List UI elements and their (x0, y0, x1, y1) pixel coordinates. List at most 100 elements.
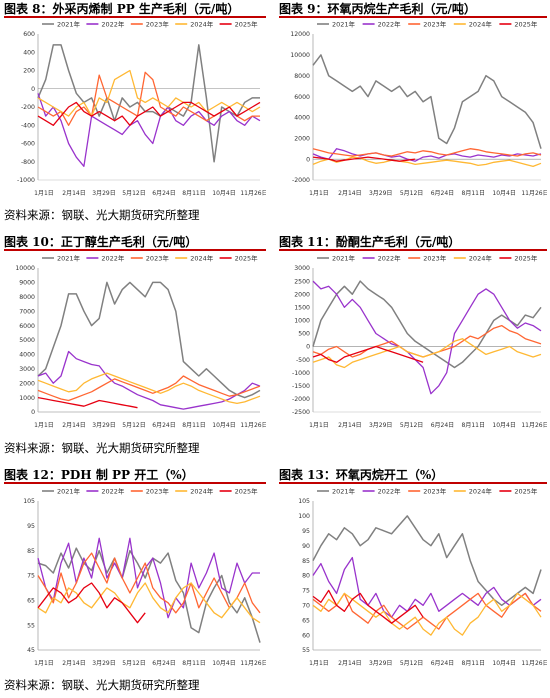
legend-label: 2023年 (146, 20, 170, 29)
legend-item: 2022年 (86, 487, 125, 496)
y-axis: -1000 -800 -600 -400 -200 0 200 400 600 (17, 31, 39, 184)
series-line-2021 (37, 547, 261, 643)
legend-label: 2023年 (423, 254, 447, 263)
series-line-2024 (37, 69, 261, 117)
y-tick-label: -2500 (292, 409, 310, 416)
y-axis: 45 55 65 75 85 95 105 (23, 498, 39, 654)
x-tick-label: 3月29日 (369, 660, 392, 667)
chart-5: 2021年 2022年 2023年 2024年 2025年 45 55 65 75 85 95 105… (23, 487, 266, 668)
x-tick-label: 10月4日 (212, 660, 235, 667)
x-tick-label: 10月4日 (492, 660, 515, 667)
y-tick-label: 2500 (294, 278, 310, 285)
x-tick-label: 2月14日 (338, 422, 361, 429)
x-tick-label: 2月14日 (62, 190, 85, 197)
legend-item: 2023年 (408, 20, 447, 29)
chart-title-5: 图表 12：PDH 制 PP 开工（%） (4, 468, 194, 482)
legend-item: 2025年 (499, 254, 538, 263)
legend-label: 2024年 (469, 254, 493, 263)
y-axis: -2500 -2000 -1500 -1000 -500 0 500 1000 1500 2000… (292, 265, 314, 416)
x-axis: 1月1日 2月14日 3月29日 5月12日 6月24日 8月11日 10月4日 11月26日 (34, 422, 266, 429)
legend-item: 2024年 (453, 487, 492, 496)
y-tick-label: 75 (27, 573, 35, 580)
legend: 2021年 2022年 2023年 2024年 2025年 (317, 487, 538, 496)
y-tick-label: 100 (298, 513, 310, 520)
x-tick-label: 6月24日 (431, 190, 454, 197)
x-tick-label: 3月29日 (92, 190, 115, 197)
legend-item: 2021年 (42, 487, 81, 496)
series-line-2025 (312, 589, 424, 624)
x-axis: 1月1日 2月14日 3月29日 5月12日 6月24日 8月11日 10月4日 11月26日 (309, 190, 547, 197)
x-tick-label: 5月12日 (122, 660, 145, 667)
x-tick-label: 6月24日 (431, 422, 454, 429)
title-rule (4, 482, 266, 484)
legend-label: 2025年 (514, 487, 538, 496)
y-tick-label: 75 (302, 588, 310, 595)
y-tick-label: -2000 (292, 177, 310, 184)
x-tick-label: 11月26日 (521, 422, 547, 429)
legend-item: 2025年 (219, 487, 259, 496)
legend-item: 2023年 (130, 254, 169, 263)
legend-label: 2021年 (332, 20, 356, 29)
x-tick-label: 2月14日 (338, 660, 361, 667)
y-tick-label: 6000 (19, 323, 35, 330)
x-tick-label: 1月1日 (309, 660, 329, 667)
y-tick-label: 0 (31, 86, 35, 93)
x-axis: 1月1日 2月14日 3月29日 5月12日 6月24日 8月11日 10月4日 11月26日 (34, 660, 266, 667)
legend-item: 2023年 (130, 20, 170, 29)
x-tick-label: 2月14日 (338, 190, 361, 197)
x-tick-label: 10月4日 (492, 422, 515, 429)
legend-item: 2025年 (219, 20, 259, 29)
series-line-2023 (312, 592, 542, 630)
x-tick-label: 6月24日 (152, 422, 175, 429)
y-tick-label: 2000 (294, 291, 310, 298)
legend-label: 2021年 (57, 487, 81, 496)
legend-label: 2025年 (514, 254, 538, 263)
legend-label: 2021年 (57, 20, 81, 29)
y-tick-label: 55 (302, 647, 310, 654)
y-tick-label: 60 (302, 632, 310, 639)
x-tick-label: 3月29日 (92, 660, 115, 667)
series-line-2022 (37, 537, 260, 619)
y-tick-label: 2000 (19, 380, 35, 387)
y-tick-label: 8000 (19, 294, 35, 301)
x-tick-label: 6月24日 (431, 660, 454, 667)
x-tick-label: 10月4日 (212, 422, 235, 429)
x-tick-label: 5月12日 (122, 422, 145, 429)
y-tick-label: 400 (23, 49, 35, 56)
x-tick-label: 8月11日 (182, 660, 205, 667)
x-tick-label: 1月1日 (34, 422, 54, 429)
series-line-2025 (312, 156, 416, 162)
chart-2: 2021年 2022年 2023年 2024年 2025年 -2000 0 2000 4000 6… (290, 20, 547, 198)
x-tick-label: 5月12日 (400, 422, 423, 429)
y-tick-label: 55 (27, 622, 35, 629)
legend-label: 2023年 (423, 20, 447, 29)
y-tick-label: 1000 (294, 318, 310, 325)
y-tick-label: 85 (27, 548, 35, 555)
y-tick-label: 3000 (294, 265, 310, 272)
y-tick-label: -2000 (292, 396, 310, 403)
y-tick-label: 1000 (19, 395, 35, 402)
legend-item: 2024年 (453, 254, 493, 263)
y-axis: 55 60 65 70 75 80 85 90 95 100 105 (298, 498, 314, 654)
y-axis: 0 1000 2000 3000 4000 5000 6000 7000 8000 9000 100… (15, 265, 39, 416)
y-tick-label: 4000 (19, 352, 35, 359)
y-tick-label: -400 (21, 122, 35, 129)
chart-title-4: 图表 11：酚酮生产毛利（元/吨） (279, 235, 461, 249)
legend-label: 2021年 (57, 254, 81, 263)
legend-label: 2025年 (514, 20, 538, 29)
series-line-2022 (37, 93, 261, 167)
legend-label: 2024年 (190, 20, 214, 29)
title-rule (279, 16, 547, 18)
legend-label: 2025年 (235, 487, 259, 496)
legend-label: 2025年 (235, 20, 259, 29)
legend-item: 2025年 (499, 20, 538, 29)
x-axis: 1月1日 2月14日 3月29日 5月12日 6月24日 8月11日 10月4日 11月26日 (309, 422, 547, 429)
series-line-2023 (312, 148, 542, 157)
y-tick-label: 105 (298, 498, 310, 505)
legend-item: 2023年 (408, 254, 447, 263)
x-tick-label: 10月4日 (212, 190, 235, 197)
y-tick-label: 0 (306, 156, 310, 163)
x-tick-label: 5月12日 (122, 190, 145, 197)
y-tick-label: 6000 (294, 94, 310, 101)
legend-item: 2021年 (317, 20, 356, 29)
